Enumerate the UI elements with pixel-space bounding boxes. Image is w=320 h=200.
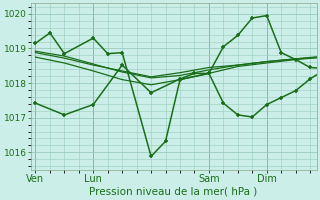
X-axis label: Pression niveau de la mer( hPa ): Pression niveau de la mer( hPa ) [90,187,258,197]
